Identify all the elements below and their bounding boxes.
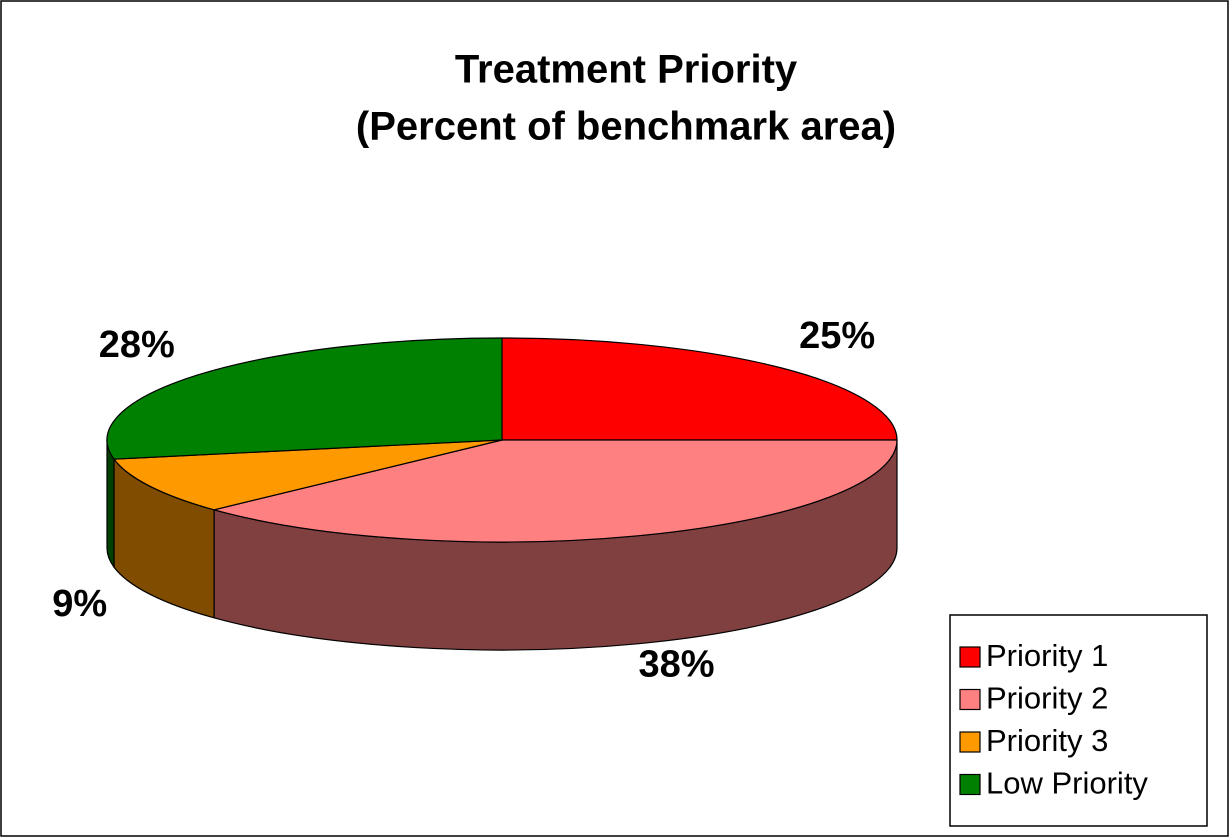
- pie-slice: [211, 439, 898, 543]
- chart-subtitle: (Percent of benchmark area): [356, 105, 896, 149]
- pie-slice: [501, 337, 898, 441]
- pie-slice: [106, 337, 503, 460]
- data-label: 28%: [99, 324, 175, 366]
- data-label: 9%: [52, 583, 107, 625]
- data-label: 38%: [638, 644, 714, 686]
- legend-label: Priority 1: [986, 638, 1108, 673]
- pie-slice-side: [106, 439, 115, 569]
- legend-label: Priority 3: [986, 723, 1108, 758]
- data-label: 25%: [799, 315, 875, 357]
- legend-swatch: [959, 646, 981, 668]
- legend-swatch: [959, 773, 981, 796]
- legend-label: Priority 2: [986, 681, 1108, 716]
- legend-box: [949, 614, 1208, 827]
- legend-label: Low Priority: [986, 766, 1148, 801]
- pie-slice: [112, 439, 503, 511]
- legend-swatch: [959, 688, 981, 711]
- legend-swatch: [959, 731, 981, 753]
- chart-title: Treatment Priority: [455, 48, 798, 92]
